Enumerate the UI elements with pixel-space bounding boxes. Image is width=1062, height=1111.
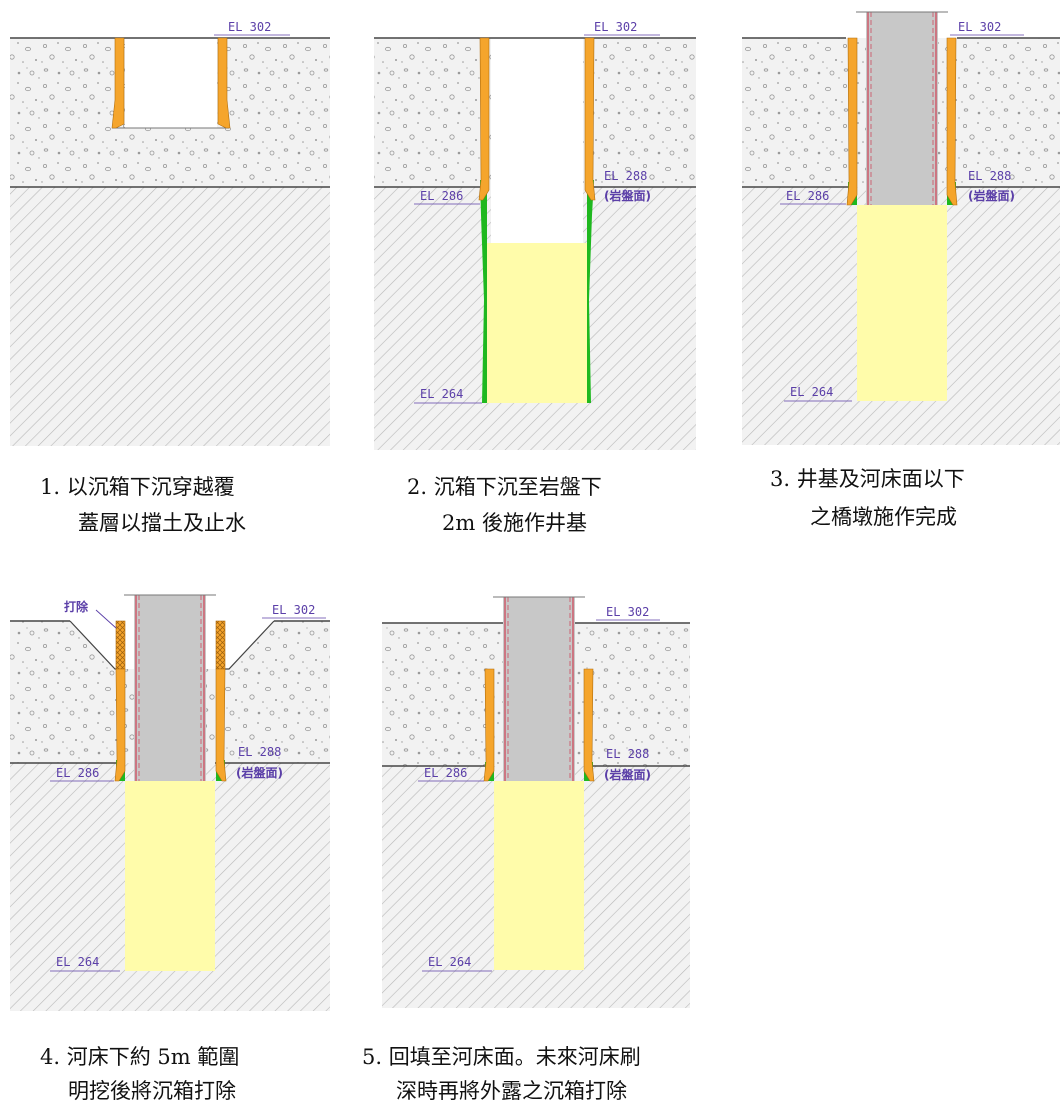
label-rock-surface: (岩盤面) bbox=[604, 188, 651, 203]
bridge-pier bbox=[134, 595, 206, 781]
caption-line-1: 1. 以沉箱下沉穿越覆 bbox=[40, 475, 235, 499]
caisson-removed-part-left bbox=[115, 620, 126, 670]
label-el-288: EL 288 bbox=[604, 169, 647, 183]
caisson-wall-left bbox=[478, 37, 490, 201]
label-rock-surface: (岩盤面) bbox=[236, 765, 283, 780]
grout-seal-left bbox=[480, 180, 487, 403]
caisson-wall-left bbox=[111, 37, 125, 129]
label-el-286: EL 286 bbox=[56, 766, 99, 780]
label-el-288: EL 288 bbox=[238, 745, 281, 759]
label-removal: 打除 bbox=[64, 599, 89, 614]
leader-arrow bbox=[95, 609, 117, 629]
bridge-pier bbox=[503, 597, 575, 781]
label-el-264: EL 264 bbox=[420, 387, 463, 401]
caption-line-1: 3. 井基及河床面以下 bbox=[770, 467, 965, 491]
well-foundation bbox=[857, 205, 947, 401]
excavation-void bbox=[491, 38, 583, 244]
panel-5: EL 302 EL 288 (岩盤面) EL 286 EL 264 5. 回填至… bbox=[362, 596, 690, 1103]
well-foundation bbox=[125, 781, 215, 971]
well-foundation bbox=[487, 243, 587, 403]
label-el-302: EL 302 bbox=[272, 603, 315, 617]
label-el-302: EL 302 bbox=[958, 20, 1001, 34]
rock-layer bbox=[10, 187, 330, 446]
panel-2: EL 302 EL 288 (岩盤面) EL 286 EL 264 2. 沉箱下… bbox=[374, 20, 696, 535]
caisson-wall-right bbox=[946, 37, 958, 206]
label-el-286: EL 286 bbox=[786, 189, 829, 203]
label-el-302: EL 302 bbox=[228, 20, 271, 34]
caisson-wall-right bbox=[583, 668, 595, 782]
caisson-wall-right bbox=[217, 37, 231, 129]
label-el-264: EL 264 bbox=[56, 955, 99, 969]
label-el-302: EL 302 bbox=[606, 605, 649, 619]
bridge-pier bbox=[866, 12, 938, 205]
panel-1: EL 302 1. 以沉箱下沉穿越覆 蓋層以擋土及止水 bbox=[10, 20, 330, 535]
excavation-void bbox=[125, 38, 217, 128]
panel-4: 打除 EL 302 EL 288 (岩盤面) EL 286 EL 264 4. … bbox=[10, 594, 330, 1103]
caisson-wall-left bbox=[846, 37, 858, 206]
caption-line-2: 深時再將外露之沉箱打除 bbox=[396, 1079, 627, 1103]
label-el-286: EL 286 bbox=[424, 766, 467, 780]
caisson-wall-left bbox=[114, 668, 126, 782]
label-el-286: EL 286 bbox=[420, 189, 463, 203]
label-el-288: EL 288 bbox=[968, 169, 1011, 183]
caisson-wall-left bbox=[483, 668, 495, 782]
caption-line-2: 蓋層以擋土及止水 bbox=[78, 511, 246, 535]
grout-seal-right bbox=[587, 180, 594, 403]
caisson-removed-part-right bbox=[215, 620, 226, 670]
well-foundation bbox=[494, 781, 584, 970]
label-rock-surface: (岩盤面) bbox=[604, 767, 651, 782]
label-rock-surface: (岩盤面) bbox=[968, 188, 1015, 203]
caisson-wall-right bbox=[584, 37, 596, 201]
caption-line-1: 4. 河床下約 5m 範圍 bbox=[40, 1045, 239, 1069]
label-el-264: EL 264 bbox=[790, 385, 833, 399]
caption-line-2: 之橋墩施作完成 bbox=[810, 505, 957, 529]
label-el-288: EL 288 bbox=[606, 747, 649, 761]
panel-3: EL 302 EL 288 (岩盤面) EL 286 EL 264 3. 井基及… bbox=[742, 11, 1060, 529]
caption-line-2: 明挖後將沉箱打除 bbox=[68, 1079, 236, 1103]
caption-line-2: 2m 後施作井基 bbox=[442, 511, 587, 535]
label-el-302: EL 302 bbox=[594, 20, 637, 34]
caisson-wall-right bbox=[215, 668, 227, 782]
caption-line-1: 2. 沉箱下沉至岩盤下 bbox=[407, 475, 602, 499]
caption-line-1: 5. 回填至河床面。未來河床刷 bbox=[362, 1045, 641, 1069]
label-el-264: EL 264 bbox=[428, 955, 471, 969]
